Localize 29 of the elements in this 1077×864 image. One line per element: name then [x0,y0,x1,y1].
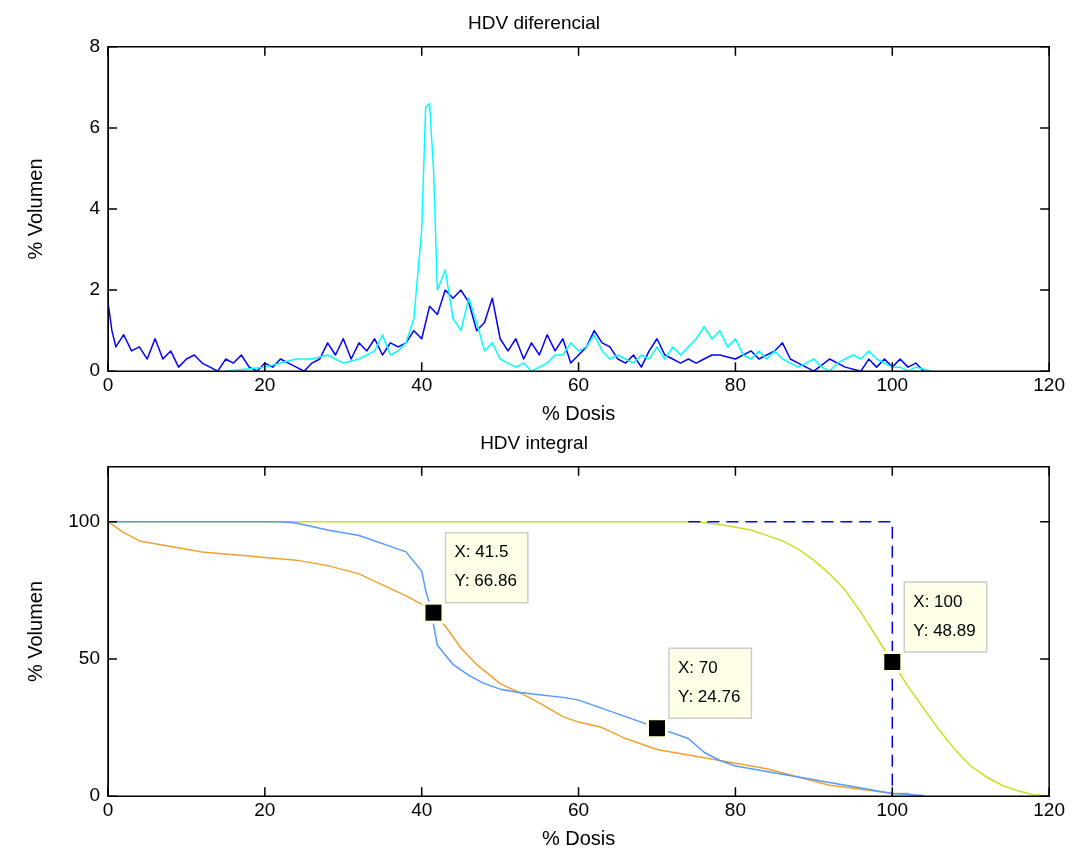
y-tick-label: 0 [89,359,100,381]
x-tick-label: 40 [411,373,433,395]
y-tick-label: 8 [89,35,100,57]
x-axis-title: % Dosis [541,826,616,849]
y-axis-title: % Volumen [23,580,46,683]
annotation: X: 70 Y: 24.76 [678,657,741,706]
y-tick-label: 2 [89,278,100,300]
annotation: X: 41.5 Y: 66.86 [454,542,517,591]
x-tick-label: 120 [1033,798,1065,820]
y-tick-label: 6 [89,116,100,138]
x-tick-label: 60 [568,798,590,820]
y-tick-label: 0 [89,784,100,806]
x-axis-title: % Dosis [541,401,616,424]
y-axis-title: % Volumen [23,158,46,260]
x-tick-label: 20 [254,798,276,820]
y-tick-label: 100 [68,509,100,531]
x-tick-label: 100 [876,373,909,395]
chart-title: HDV integral [480,431,588,453]
annotation: X: 100 Y: 48.89 [913,591,976,640]
x-tick-label: 40 [411,798,433,820]
x-tick-label: 20 [254,373,276,395]
x-tick-label: 100 [876,798,909,820]
x-tick-label: 60 [568,373,590,395]
y-tick-label: 4 [89,197,101,219]
y-tick-label: 50 [78,647,100,669]
x-tick-label: 80 [724,798,746,820]
chart-title: HDV diferencial [468,11,600,33]
x-tick-label: 120 [1033,373,1065,395]
x-tick-label: 80 [724,373,746,395]
